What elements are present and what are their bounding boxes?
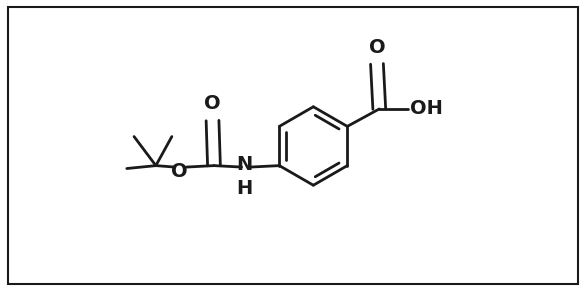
Text: OH: OH bbox=[410, 100, 442, 119]
Text: N: N bbox=[236, 155, 253, 174]
Text: H: H bbox=[236, 179, 253, 198]
Text: O: O bbox=[171, 162, 188, 181]
Text: O: O bbox=[204, 94, 221, 113]
Text: O: O bbox=[369, 38, 385, 57]
